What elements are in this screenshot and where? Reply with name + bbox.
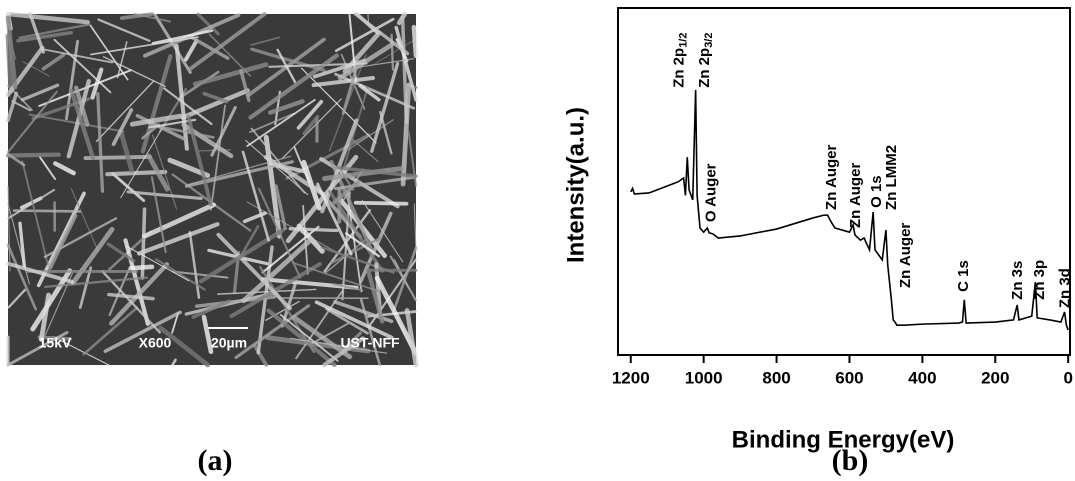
- panel-label: (a): [198, 444, 233, 477]
- peak-label-subscript: 3/2: [703, 33, 715, 48]
- x-tick-label: 1200: [612, 368, 650, 387]
- peak-label-text: Zn LMM2: [883, 145, 900, 210]
- figure: 15kV X600 20µm UST-NFF (a) (b) Binding E…: [0, 0, 1075, 481]
- y-axis-title: Intensity(a.u.): [562, 107, 589, 263]
- peak-label-text: Zn 3s: [1009, 261, 1026, 300]
- sem-label: UST-NFF: [340, 335, 400, 351]
- peak-label: C 1s: [955, 260, 972, 292]
- sem-fiber: [290, 229, 337, 231]
- sem-image: [8, 14, 416, 365]
- peak-label: O Auger: [703, 163, 720, 222]
- x-tick-label: 400: [908, 368, 936, 387]
- peak-label: Zn 2p1/2: [671, 33, 690, 88]
- sem-fiber: [131, 267, 152, 268]
- sem-label: 20µm: [211, 335, 247, 351]
- sem-label: X600: [139, 335, 172, 351]
- peak-label: Zn LMM2: [883, 145, 900, 210]
- peak-label-text: Zn Auger: [897, 223, 914, 288]
- peak-label-text: Zn Auger: [847, 163, 864, 228]
- peak-label: Zn Auger: [823, 145, 840, 210]
- peak-label: Zn 3d: [1056, 268, 1073, 308]
- x-tick-label: 0: [1063, 368, 1072, 387]
- peak-label-text: C 1s: [955, 260, 972, 292]
- peak-label-text: Zn Auger: [823, 145, 840, 210]
- peak-label: Zn Auger: [847, 163, 864, 228]
- peak-label-text: Zn 2p: [696, 48, 713, 88]
- peak-label-text: Zn 2p: [671, 48, 688, 88]
- peak-label: Zn 3s: [1009, 261, 1026, 300]
- x-tick-label: 200: [981, 368, 1009, 387]
- sem-fiber: [8, 155, 59, 156]
- sem-fiber: [85, 157, 150, 158]
- peak-label-subscript: 1/2: [678, 33, 690, 48]
- peak-label-text: Zn 3d: [1056, 268, 1073, 308]
- x-tick-label: 800: [762, 368, 790, 387]
- peak-label-text: Zn 3p: [1031, 260, 1048, 300]
- peak-label: Zn 2p3/2: [696, 33, 715, 88]
- peak-label: Zn 3p: [1031, 260, 1048, 300]
- x-axis-title: Binding Energy(eV): [732, 426, 955, 453]
- x-tick-label: 600: [835, 368, 863, 387]
- sem-fiber: [14, 211, 80, 212]
- sem-fiber: [414, 27, 416, 56]
- x-tick-label: 1000: [685, 368, 723, 387]
- sem-label: 15kV: [39, 335, 72, 351]
- peak-label: Zn Auger: [897, 223, 914, 288]
- peak-label-text: O Auger: [703, 163, 720, 222]
